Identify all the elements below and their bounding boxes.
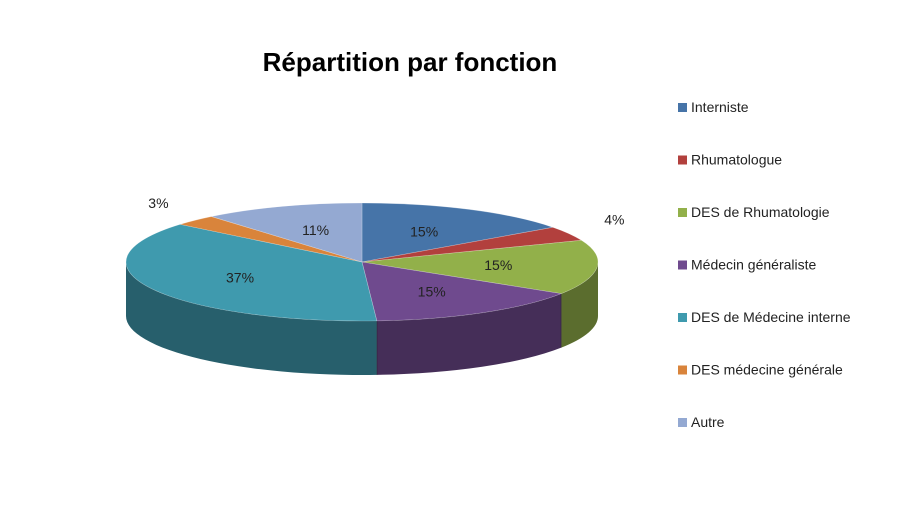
legend-swatch-5 xyxy=(678,313,687,322)
pie-slices xyxy=(125,202,599,322)
data-label-1: 15% xyxy=(410,224,438,240)
pie-sides xyxy=(126,262,598,375)
chart-title: Répartition par fonction xyxy=(263,47,558,77)
pie-slice-5 xyxy=(125,224,378,322)
legend-swatch-6 xyxy=(678,365,687,375)
pie-side-4 xyxy=(376,293,562,375)
pie-slice-7 xyxy=(211,202,363,263)
data-label-7: 11% xyxy=(302,222,329,238)
pie-slice-2 xyxy=(361,227,583,263)
legend-label-7: Autre xyxy=(691,414,725,430)
data-label-3: 15% xyxy=(484,257,512,273)
data-label-4: 15% xyxy=(418,283,446,299)
pie-side-3 xyxy=(561,262,598,348)
legend-swatch-7 xyxy=(678,418,687,427)
legend-label-2: Rhumatologue xyxy=(691,152,782,168)
legend-label-4: Médecin généraliste xyxy=(691,257,817,273)
legend-swatch-2 xyxy=(678,155,687,165)
legend-swatch-1 xyxy=(678,103,687,112)
chart-legend: Interniste Rhumatologue DES de Rhumatologi… xyxy=(678,99,851,430)
pie-slice-6 xyxy=(180,216,363,263)
data-label-2: 4% xyxy=(604,211,624,227)
legend-label-1: Interniste xyxy=(691,99,749,115)
data-label-6: 3% xyxy=(148,195,168,211)
legend-label-3: DES de Rhumatologie xyxy=(691,204,830,220)
data-label-5: 37% xyxy=(226,270,254,286)
legend-swatch-4 xyxy=(678,260,687,270)
pie-slice-1 xyxy=(361,202,555,263)
legend-label-5: DES de Médecine interne xyxy=(691,309,851,325)
pie-data-labels: 15% 4% 15% 15% 37% 3% 11% xyxy=(148,195,624,299)
pie-side-5 xyxy=(126,262,377,375)
pie-slice-3 xyxy=(361,239,599,294)
legend-swatch-3 xyxy=(678,208,687,217)
legend-label-6: DES médecine générale xyxy=(691,362,843,378)
pie-slice-4 xyxy=(361,261,563,322)
